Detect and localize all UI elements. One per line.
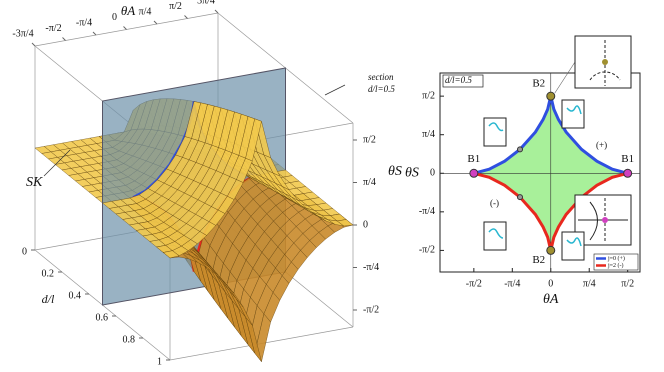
x-tick [153,20,158,25]
x-axis-title: θA [121,3,135,18]
y-tick-label: π/4 [422,129,435,140]
curve-label: (+) [596,140,607,150]
x-tick-label: 3π/4 [197,0,215,6]
z-tick-label: π/4 [363,177,376,188]
x-tick-label: 0 [112,12,117,23]
inset-dot [602,217,608,223]
y-axis-title: θS [405,165,419,180]
inset-arc [589,201,598,241]
surface-chart: -3π/4 -π/2 -π/4 0 π/4 π/2 3π/4 0 0.2 0.4 0.6 0.8 1 -π… [12,0,402,367]
branch-point [469,168,479,178]
x-tick-label: -π/2 [466,278,482,289]
icon [488,122,504,132]
y-tick-label: 0 [430,168,435,179]
x-tick-label: -π/2 [45,23,61,34]
x-tick-label: -π/4 [504,278,520,289]
point-label: B2 [532,78,545,90]
inset-dot [602,59,608,65]
icon-box [483,117,507,147]
legend-label: j=2 (-) [607,262,624,269]
x-tick-label: -3π/4 [12,28,33,39]
z-tick-label: 0 [363,219,368,230]
point-label: B1 [621,153,634,165]
legend-label: j=0 (+) [607,255,625,262]
branch-point [623,168,633,178]
annotation-box [442,74,484,88]
x-tick [62,37,66,41]
y-tick-label: 0.4 [69,290,82,301]
surface-patch [263,292,281,323]
icon [566,237,582,247]
z-tick-label: -π/4 [363,262,379,273]
x-tick-label: π/4 [583,278,596,289]
x-tick-label: π/4 [139,6,152,17]
section-label: d/l=0.5 [368,84,395,94]
icon-box [483,221,507,251]
curve-marker [517,194,523,201]
section-title: section [368,72,394,82]
y-tick-label: -π/2 [419,245,435,256]
x-tick-label: π/2 [169,1,182,12]
icon [566,105,582,115]
curve-label: (-) [490,198,499,208]
x-tick-label: 0 [548,278,553,289]
x-axis-title: θA [543,292,559,307]
y-tick-label: π/2 [422,90,435,101]
z-tick-label: -π/2 [363,304,379,315]
z-tick-label: π/2 [363,134,376,145]
line-chart: -π/2-π/40π/4π/2-π/2-π/40π/4π/2B1B1B2B2B2… [405,40,641,307]
x-tick-label: π/2 [621,278,634,289]
point-label: B2 [532,254,545,266]
surface-patch [245,118,262,162]
curve-marker [517,146,523,153]
icon [488,228,504,239]
y-axis-title: d/l [42,292,55,306]
x-tick [123,26,127,30]
x-tick [92,31,97,36]
branch-point [546,245,556,255]
inset-leader [554,61,576,94]
leader [43,149,71,177]
y-tick-label: 0 [22,246,27,257]
point-label: B1 [467,153,480,165]
z-axis-title: θS [388,164,402,179]
surface-label: SK [26,175,43,190]
annotation: d/l=0.5 [445,75,472,85]
x-tick-label: -π/4 [76,17,92,28]
x-tick [31,42,36,47]
y-tick-label: -π/4 [419,206,435,217]
y-tick-label: 0.6 [96,312,109,323]
branch-point [546,91,556,101]
surface-patch [162,250,180,259]
x-tick [214,9,219,14]
leader [324,84,346,96]
x-tick [184,15,188,19]
y-tick-label: 1 [157,356,162,367]
insets [483,35,632,261]
y-tick-label: 0.8 [123,334,136,345]
y-tick-label: 0.2 [42,268,55,279]
